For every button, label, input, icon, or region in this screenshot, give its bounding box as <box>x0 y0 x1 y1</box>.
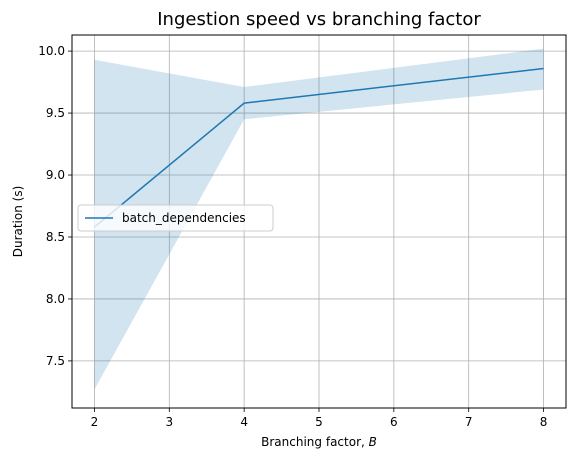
y-tick-label: 9.5 <box>46 106 65 120</box>
x-tick-label: 5 <box>315 415 323 429</box>
x-tick-label: 4 <box>240 415 248 429</box>
x-tick-label: 6 <box>390 415 398 429</box>
series-line-layer <box>93 67 544 228</box>
y-tick-label: 8.5 <box>46 230 65 244</box>
x-tick-label: 2 <box>91 415 99 429</box>
y-axis-label: Duration (s) <box>11 186 25 258</box>
y-axis: 7.5 8.0 8.5 9.0 9.5 10.0 <box>38 44 72 368</box>
legend-label: batch_dependencies <box>122 211 246 225</box>
x-tick-label: 3 <box>165 415 173 429</box>
legend: batch_dependencies <box>77 204 274 232</box>
y-tick-label: 7.5 <box>46 354 65 368</box>
chart-title: Ingestion speed vs branching factor <box>157 9 481 30</box>
x-axis-label: Branching factor, B <box>261 435 377 449</box>
x-tick-label: 8 <box>540 415 548 429</box>
y-tick-label: 9.0 <box>46 168 65 182</box>
legend-box <box>77 204 274 232</box>
y-tick-label: 8.0 <box>46 292 65 306</box>
x-tick-label: 7 <box>465 415 473 429</box>
x-axis: 2 3 4 5 6 7 8 <box>91 408 548 429</box>
y-tick-label: 10.0 <box>38 44 65 58</box>
grid <box>72 35 566 408</box>
series-line <box>93 67 544 228</box>
